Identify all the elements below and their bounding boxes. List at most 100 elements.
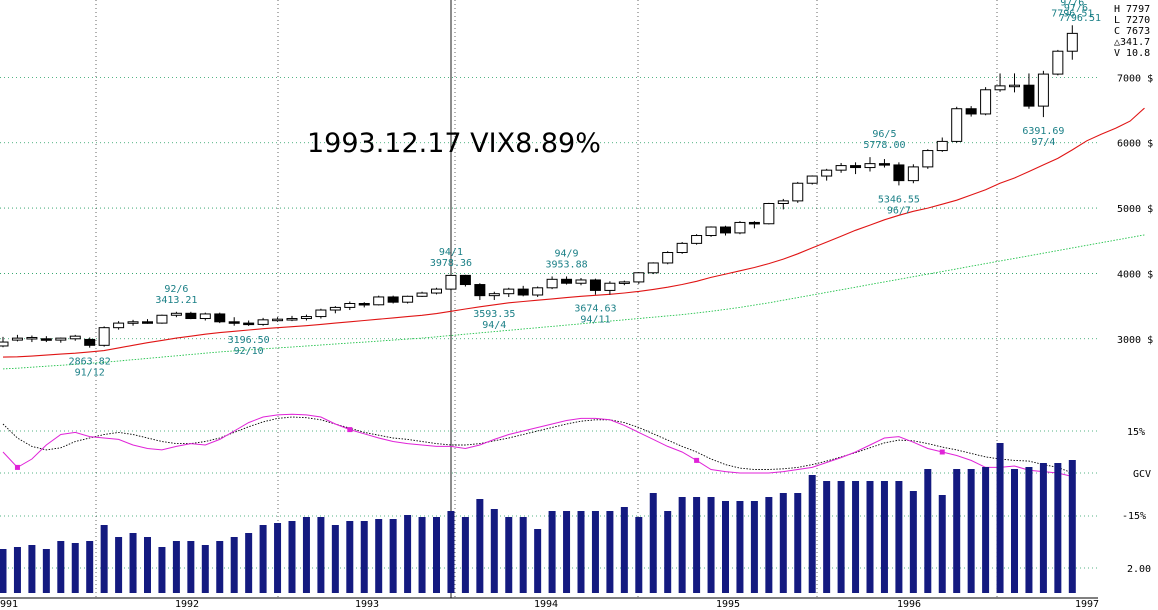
candle bbox=[1023, 73, 1035, 109]
candle bbox=[691, 234, 703, 245]
candle bbox=[922, 149, 934, 169]
moving-averages bbox=[2, 107, 1145, 370]
candle-body-up bbox=[980, 89, 992, 115]
info-row: V 10.8 bbox=[1114, 48, 1150, 59]
candle bbox=[1037, 70, 1049, 118]
candle-body-up bbox=[272, 318, 284, 322]
price-tick-label: 4000 $ bbox=[1117, 269, 1153, 280]
candle bbox=[286, 315, 298, 322]
candle-body-down bbox=[214, 313, 226, 323]
candle bbox=[517, 285, 529, 297]
candle-body-up bbox=[26, 336, 38, 340]
candle bbox=[84, 337, 96, 348]
oscillator-panel bbox=[2, 413, 1075, 479]
price-annotation: 94/4 bbox=[482, 320, 506, 331]
info-row: C 7673 bbox=[1114, 26, 1150, 37]
volume-tick-label: 2.00 bbox=[1127, 564, 1151, 575]
candle bbox=[907, 164, 919, 184]
candle-body-up bbox=[113, 322, 125, 329]
candle bbox=[676, 242, 688, 254]
candle bbox=[199, 312, 211, 321]
volume-bar bbox=[433, 517, 440, 593]
candle bbox=[835, 162, 847, 173]
candle-body-up bbox=[532, 287, 544, 296]
price-tick-label: 3000 $ bbox=[1117, 335, 1153, 346]
candle-body-up bbox=[922, 150, 934, 168]
price-annotation: 2863.82 bbox=[69, 357, 111, 368]
candle bbox=[878, 159, 890, 168]
candle-body-up bbox=[156, 314, 168, 324]
candle-body-down bbox=[965, 108, 977, 115]
candle-body-up bbox=[647, 262, 659, 274]
volume-bar bbox=[302, 517, 310, 593]
candle-body-up bbox=[416, 292, 428, 297]
volume-bar bbox=[548, 511, 556, 593]
candle bbox=[344, 301, 356, 311]
candle-body-up bbox=[907, 166, 919, 182]
candle bbox=[720, 225, 731, 236]
candle-body-up bbox=[835, 165, 847, 171]
candle bbox=[431, 287, 442, 295]
volume-bar bbox=[635, 517, 643, 593]
candle bbox=[763, 202, 775, 225]
volume-bar bbox=[28, 545, 36, 593]
candle bbox=[936, 137, 948, 152]
candle-body-up bbox=[618, 281, 630, 284]
candle-body-up bbox=[300, 316, 312, 320]
candle-body-up bbox=[994, 85, 1006, 91]
candle-body-up bbox=[806, 175, 818, 184]
candle-body-up bbox=[1009, 84, 1020, 88]
volume-bar bbox=[259, 525, 267, 593]
candle bbox=[546, 276, 558, 290]
candle-body-up bbox=[373, 296, 385, 306]
candle-body-up bbox=[69, 335, 81, 340]
price-tick-label: 7000 $ bbox=[1117, 73, 1153, 84]
volume-tick-label: GCV bbox=[1133, 469, 1151, 480]
volume-bar bbox=[693, 497, 701, 593]
candle bbox=[589, 278, 601, 295]
x-tick-label: 1993 bbox=[355, 599, 379, 610]
candle bbox=[98, 326, 110, 347]
x-tick-label: 1996 bbox=[897, 599, 921, 610]
volume-bar bbox=[750, 501, 758, 593]
candle-body-down bbox=[748, 221, 760, 225]
volume-bar bbox=[288, 521, 296, 593]
x-tick-label: 1994 bbox=[534, 599, 558, 610]
volume-bar bbox=[129, 533, 137, 593]
candle-body-up bbox=[488, 293, 500, 297]
price-annotation: 3978.36 bbox=[430, 258, 472, 269]
volume-bar bbox=[866, 481, 874, 593]
candle-body-up bbox=[705, 226, 717, 237]
candle bbox=[488, 291, 500, 300]
price-annotation: 96/7 bbox=[887, 205, 911, 216]
price-annotation: 92/6 bbox=[164, 284, 188, 295]
volume-bar bbox=[13, 547, 21, 593]
volume-bar bbox=[953, 469, 961, 593]
candle bbox=[1052, 49, 1064, 76]
candle-body-up bbox=[257, 319, 269, 325]
candle bbox=[228, 317, 240, 326]
candle bbox=[0, 336, 9, 348]
volume-bar bbox=[837, 481, 845, 593]
candle bbox=[474, 283, 486, 300]
oscillator-main-line bbox=[2, 413, 1073, 477]
candle bbox=[300, 314, 312, 321]
info-row: H 7797 bbox=[1114, 4, 1150, 15]
candle-body-up bbox=[575, 279, 587, 284]
candle-body-up bbox=[777, 200, 789, 204]
info-row: L 7270 bbox=[1114, 15, 1150, 26]
candle-body-down bbox=[243, 322, 255, 326]
volume-bar bbox=[447, 511, 455, 593]
price-annotation: 97/6 bbox=[1060, 0, 1084, 8]
candle bbox=[315, 308, 327, 319]
candle bbox=[243, 320, 255, 326]
candle bbox=[416, 291, 428, 297]
candle bbox=[748, 221, 760, 229]
candle bbox=[980, 87, 992, 116]
volume-bar bbox=[1068, 460, 1076, 593]
candle bbox=[11, 334, 23, 342]
volume-bar bbox=[880, 481, 888, 593]
price-annotation: 3674.63 bbox=[574, 304, 616, 315]
price-annotation: 3413.21 bbox=[155, 295, 197, 306]
candle-body-up bbox=[402, 295, 414, 303]
